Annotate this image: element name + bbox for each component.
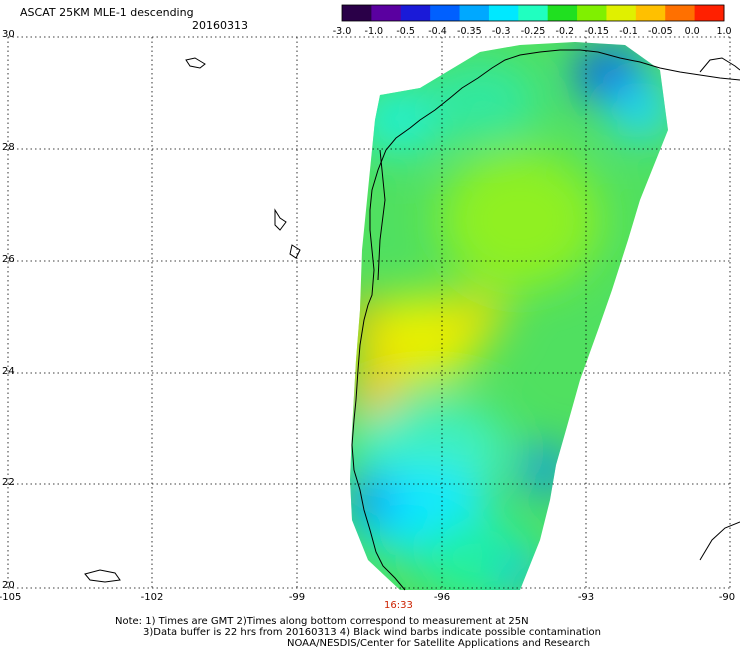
coastline xyxy=(84,49,740,591)
note-line-1: Note: 1) Times are GMT 2)Times along bot… xyxy=(115,616,529,627)
colorbar-segment xyxy=(547,5,578,21)
map-title: ASCAT 25KM MLE-1 descending xyxy=(20,6,194,19)
wind-swath xyxy=(350,42,668,590)
colorbar-tick-label: -0.2 xyxy=(555,26,575,37)
colorbar-segment xyxy=(459,5,490,21)
colorbar-tick-label: -3.0 xyxy=(332,26,352,37)
note-line-2: 3)Data buffer is 22 hrs from 20160313 4)… xyxy=(143,627,601,638)
lat-label: 24 xyxy=(2,366,15,377)
colorbar-tick-label: -0.5 xyxy=(396,26,415,37)
lon-label: -93 xyxy=(577,592,595,603)
lat-label: 20 xyxy=(2,580,15,591)
colorbar-tick-label: -0.35 xyxy=(457,26,482,37)
colorbar-segment xyxy=(577,5,607,21)
colorbar-segment xyxy=(665,5,696,21)
colorbar-tick-label: 1.0 xyxy=(716,26,732,37)
lon-label: -99 xyxy=(288,592,306,603)
colorbar-segment xyxy=(400,5,431,21)
colorbar-border xyxy=(341,4,725,22)
colorbar-tick-label: -0.3 xyxy=(491,26,511,37)
colorbar xyxy=(341,4,725,22)
colorbar-segment xyxy=(606,5,637,21)
colorbar-segment xyxy=(635,5,666,21)
colorbar-segment xyxy=(488,5,519,21)
colorbar-tick-label: -0.1 xyxy=(619,26,638,37)
lon-label: -96 xyxy=(433,592,451,603)
colorbar-segment xyxy=(371,5,402,21)
note-line-3: NOAA/NESDIS/Center for Satellite Applica… xyxy=(287,638,591,649)
colorbar-segment xyxy=(342,5,372,21)
pass-time-label: 16:33 xyxy=(384,600,413,611)
colorbar-segment xyxy=(518,5,549,21)
lon-label: -102 xyxy=(140,592,164,603)
colorbar-tick-label: -0.25 xyxy=(520,26,546,37)
colorbar-tick-label: -0.15 xyxy=(584,26,609,37)
colorbar-segment xyxy=(694,5,725,21)
colorbar-tick-label: -1.0 xyxy=(364,26,384,37)
colorbar-tick-label: -0.05 xyxy=(648,26,673,37)
map-date: 20160313 xyxy=(192,19,248,32)
lat-label: 26 xyxy=(2,254,15,265)
colorbar-segment xyxy=(430,5,461,21)
lat-label: 22 xyxy=(2,477,15,488)
colorbar-tick-label: -0.4 xyxy=(428,26,447,37)
colorbar-tick-label: 0.0 xyxy=(684,26,700,37)
lon-label: -90 xyxy=(718,592,736,603)
lat-label: 28 xyxy=(2,142,15,153)
lon-label: -105 xyxy=(0,592,22,603)
lat-label: 30 xyxy=(2,29,15,40)
graticule xyxy=(7,36,732,589)
